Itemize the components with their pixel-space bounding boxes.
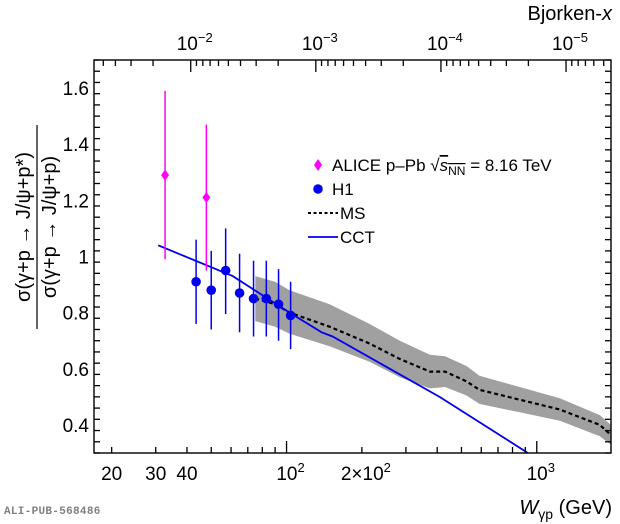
h1-marker — [273, 299, 284, 310]
h1-data-point — [234, 253, 245, 333]
top-tick-label: 10−2 — [177, 30, 213, 55]
ms-uncertainty-band — [255, 276, 611, 445]
alice-data-point — [161, 90, 170, 260]
h1-marker — [261, 293, 272, 304]
y-tick-label: 1.4 — [63, 135, 90, 156]
legend-entry: ALICE p–Pb √sNN = 8.16 TeV — [314, 156, 552, 178]
x-tick-label: 2×102 — [341, 460, 391, 485]
h1-marker — [285, 310, 296, 321]
x-tick-label: 20 — [101, 464, 122, 485]
tick-labels: 20 30 40 102 2×102 103 0.4 0.6 0.8 1 1.2 1.4 1.6 10−2… — [63, 30, 588, 485]
top-tick-label: 10−5 — [552, 30, 588, 55]
h1-data-point — [220, 228, 231, 315]
y-axis-numerator: σ(γ+p → J/ψ+p*) — [13, 152, 35, 302]
legend: ALICE p–Pb √sNN = 8.16 TeV H1 MS CCT — [308, 156, 552, 247]
legend-label: ALICE p–Pb √sNN = 8.16 TeV — [332, 156, 552, 178]
h1-data-point — [261, 260, 272, 337]
x-tick-label: 40 — [176, 464, 197, 485]
publication-id: ALI-PUB-568486 — [4, 506, 101, 518]
axis-ticks — [94, 59, 611, 454]
legend-label: MS — [340, 204, 366, 223]
top-tick-label: 10−4 — [427, 30, 463, 55]
legend-label: H1 — [332, 180, 354, 199]
h1-marker — [220, 265, 231, 276]
alice-data-point — [202, 124, 211, 271]
y-axis-denominator: σ(γ+p → J/ψ+p) — [39, 156, 61, 298]
x-tick-label: 30 — [145, 464, 166, 485]
ms-curve — [255, 297, 611, 436]
h1-marker — [234, 288, 245, 298]
axis-titles: Bjorken-x Wγp (GeV) σ(γ+p → J/ψ+p*) σ(γ+p →… — [13, 3, 613, 522]
alice-marker — [202, 192, 211, 204]
plot-frame — [93, 59, 612, 454]
plot-area — [157, 90, 611, 453]
top-tick-label: 10−3 — [302, 30, 338, 55]
h1-data-point — [206, 250, 217, 330]
h1-data-point — [285, 281, 296, 350]
x-axis-title: Wγp (GeV) — [519, 497, 612, 522]
h1-data-point — [273, 269, 284, 341]
y-tick-label: 1.2 — [63, 191, 89, 212]
cct-curve — [157, 244, 529, 453]
h1-marker — [191, 276, 201, 287]
top-axis-title: Bjorken-x — [528, 3, 613, 25]
y-tick-label: 1.6 — [63, 79, 89, 100]
legend-entry: MS — [308, 204, 366, 223]
y-tick-label: 0.4 — [63, 416, 90, 437]
h1-marker — [248, 293, 259, 304]
y-tick-label: 0.8 — [63, 304, 89, 325]
legend-circle-icon — [313, 184, 323, 194]
h1-data-point — [248, 260, 259, 337]
y-tick-label: 0.6 — [63, 360, 89, 381]
legend-diamond-icon — [314, 159, 322, 171]
y-tick-label: 1 — [78, 248, 89, 269]
legend-label: CCT — [340, 228, 375, 247]
h1-marker — [206, 285, 217, 295]
h1-data-point — [191, 239, 201, 324]
legend-entry: CCT — [308, 228, 375, 247]
x-tick-label: 102 — [276, 460, 304, 485]
alice-marker — [161, 169, 170, 181]
legend-entry: H1 — [313, 180, 354, 199]
x-tick-label: 103 — [527, 460, 555, 485]
y-axis-title: σ(γ+p → J/ψ+p*) σ(γ+p → J/ψ+p) — [13, 125, 61, 329]
